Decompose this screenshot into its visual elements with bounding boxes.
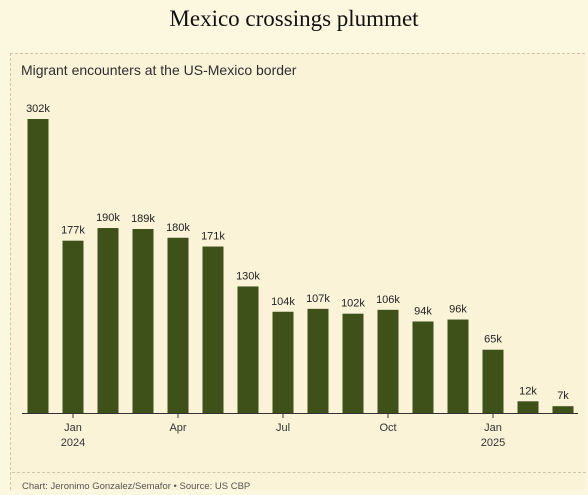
- bar-value-label: 96k: [449, 304, 467, 316]
- x-tick-year-label: 2024: [61, 437, 85, 449]
- bar-value-label: 177k: [61, 225, 85, 237]
- bar-value-label: 171k: [201, 231, 225, 243]
- x-tick-label: Oct: [379, 422, 396, 434]
- bar-jan-2024: [62, 240, 84, 413]
- bar-feb-2025: [517, 401, 539, 413]
- bar-value-label: 65k: [484, 334, 502, 346]
- bar-value-label: 180k: [166, 222, 190, 234]
- value-labels-group: 302k 177k 190k 189k 180k 171k 130k 104k 107k 102k…: [26, 103, 569, 402]
- bar-jan-2025: [482, 349, 504, 413]
- bar-value-label: 12k: [519, 385, 537, 397]
- bar-mar-2024: [132, 229, 154, 413]
- x-tick-year-label: 2025: [481, 437, 505, 449]
- x-ticks-group: Jan 2024 Apr Jul Oct Jan 2025: [61, 413, 505, 449]
- x-tick-label: Jan: [64, 422, 82, 434]
- bar-dec-2023: [27, 119, 49, 413]
- chart-title: Migrant encounters at the US-Mexico bord…: [21, 62, 297, 78]
- bar-chart: 302k 177k 190k 189k 180k 171k 130k 104k 107k 102k…: [22, 103, 578, 449]
- x-tick-label: Jan: [484, 422, 502, 434]
- x-tick-label: Apr: [169, 422, 186, 434]
- x-tick-label: Jul: [276, 422, 290, 434]
- bar-value-label: 302k: [26, 103, 50, 115]
- bar-aug-2024: [307, 308, 329, 413]
- bar-nov-2024: [412, 321, 434, 413]
- bar-jun-2024: [237, 286, 259, 413]
- bar-sep-2024: [342, 313, 364, 413]
- bar-dec-2024: [447, 319, 469, 413]
- bar-value-label: 106k: [376, 294, 400, 306]
- bar-value-label: 102k: [341, 298, 365, 310]
- bar-value-label: 130k: [236, 270, 260, 282]
- bar-value-label: 190k: [96, 212, 120, 224]
- chart-credit: Chart: Jeronimo Gonzalez/Semafor • Sourc…: [22, 481, 251, 492]
- bar-jul-2024: [272, 311, 294, 413]
- bar-value-label: 189k: [131, 213, 155, 225]
- bar-apr-2024: [167, 237, 189, 413]
- bar-value-label: 107k: [306, 293, 330, 305]
- footer-divider: [12, 472, 586, 473]
- bar-value-label: 104k: [271, 296, 295, 308]
- bar-oct-2024: [377, 309, 399, 413]
- headline: Mexico crossings plummet: [169, 6, 419, 31]
- bar-may-2024: [202, 246, 224, 413]
- bar-value-label: 7k: [557, 390, 569, 402]
- bar-mar-2025: [552, 406, 574, 413]
- bars-group: [27, 119, 574, 413]
- bar-feb-2024: [97, 228, 119, 413]
- bar-value-label: 94k: [414, 305, 432, 317]
